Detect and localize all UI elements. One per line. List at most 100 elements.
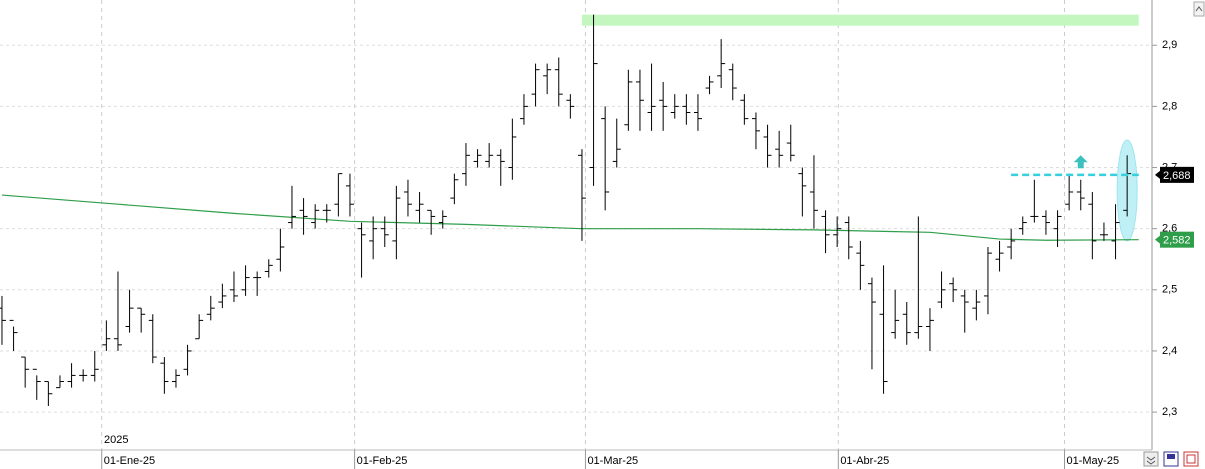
ohlc-bar [728,63,737,101]
ohlc-bar [856,240,865,290]
ohlc-bar [566,94,575,119]
ohlc-bar [1111,204,1120,260]
ohlc-bar [345,173,354,217]
ohlc-bar [137,307,146,333]
toolbar [1143,451,1199,467]
ohlc-bar [264,259,273,278]
ohlc-bar [682,94,691,125]
x-tick-label: 01-Ene-25 [104,455,155,467]
ohlc-bar [241,265,250,296]
ohlc-bar [914,216,923,339]
scroll-icon [1195,6,1203,12]
ohlc-bar [44,381,53,406]
ohlc-bar [705,75,714,95]
ohlc-bar [403,179,412,217]
ohlc-bar [415,191,424,223]
ohlc-bar [972,289,981,321]
ohlc-bar [450,173,459,205]
x-tick-label: 01-Abr-25 [840,455,889,467]
ohlc-bar [183,344,192,376]
ohlc-bar [9,319,18,351]
ohlc-bar [380,216,389,248]
ohlc-bar [369,216,378,260]
ohlc-bar [1099,222,1108,241]
ohlc-bar [287,185,296,229]
ohlc-bar [171,369,180,388]
ohlc-bar [983,247,992,315]
ohlc-bar [1088,191,1097,260]
price-label-box [1160,231,1194,248]
ohlc-bar [670,94,679,119]
ohlc-bar [206,295,215,321]
ohlc-bar [113,271,122,351]
ohlc-bar [276,228,285,272]
ohlc-bar [879,265,888,394]
ohlc-bar [798,167,807,217]
ohlc-bar [647,63,656,131]
ohlc-bar [334,173,343,217]
ohlc-bar [125,289,134,333]
zoom-icon [1146,456,1156,465]
close-button[interactable] [1183,451,1199,467]
ohlc-bar [1018,216,1027,235]
ohlc-bar [751,112,760,150]
scroll-button[interactable] [1193,1,1205,17]
ohlc-bar [160,357,169,394]
ohlc-bar [995,240,1004,272]
ohlc-bar [311,204,320,229]
ohlc-bar [624,69,633,131]
ohlc-bar [740,94,749,125]
ohlc-bar [218,283,227,309]
price-label: 2,582 [1163,235,1191,247]
price-pointer [1155,170,1160,179]
ohlc-bar [79,369,88,382]
y-tick-label: 2,3 [1162,406,1177,418]
ohlc-bar [717,39,726,89]
y-tick-label: 2,9 [1162,39,1177,51]
ohlc-bar [55,375,64,389]
ohlc-bar [32,368,41,400]
resistance-band [581,14,1139,26]
save-icon [1167,454,1175,459]
ohlc-bar [90,350,99,382]
price-pointer [1155,235,1160,244]
ohlc-bar [635,69,644,131]
y-tick-label: 2,6 [1162,223,1177,235]
ohlc-bar [195,314,204,340]
ohlc-bar [102,320,111,351]
ohlc-bar [519,94,528,125]
ohlc-bar [357,222,366,278]
ohlc-bar [67,363,76,388]
ohlc-bar [253,271,262,296]
plot-area [0,0,1152,450]
ohlc-bar [867,277,876,370]
ohlc-bar [1065,173,1074,211]
ohlc-bar [1007,228,1016,260]
ohlc-bar [659,81,668,131]
ohlc-bar [392,185,401,260]
price-label-box [1160,166,1194,183]
ohlc-bar [960,289,969,333]
ohlc-bar [299,198,308,235]
ohlc-bar [1076,179,1085,211]
ohlc-bar [902,302,911,345]
ohlc-bar [21,356,30,388]
zoom-button[interactable] [1143,451,1159,467]
year-label: 2025 [104,434,128,446]
ohlc-bar [229,271,238,303]
x-tick-label: 01-May-25 [1067,455,1120,467]
ohlc-bar [531,63,540,107]
ohlc-bar [148,314,157,364]
ohlc-bar [949,277,958,303]
ohlc-bar [925,308,934,351]
ohlc-bar [786,124,795,162]
ohlc-bar [543,63,552,95]
ohlc-bar [508,118,517,180]
ohlc-bar [809,155,818,229]
ohlc-bar [763,124,772,168]
ohlc-bar [485,143,494,168]
ohlc-bar [844,216,853,260]
ohlc-bar [1053,210,1062,248]
